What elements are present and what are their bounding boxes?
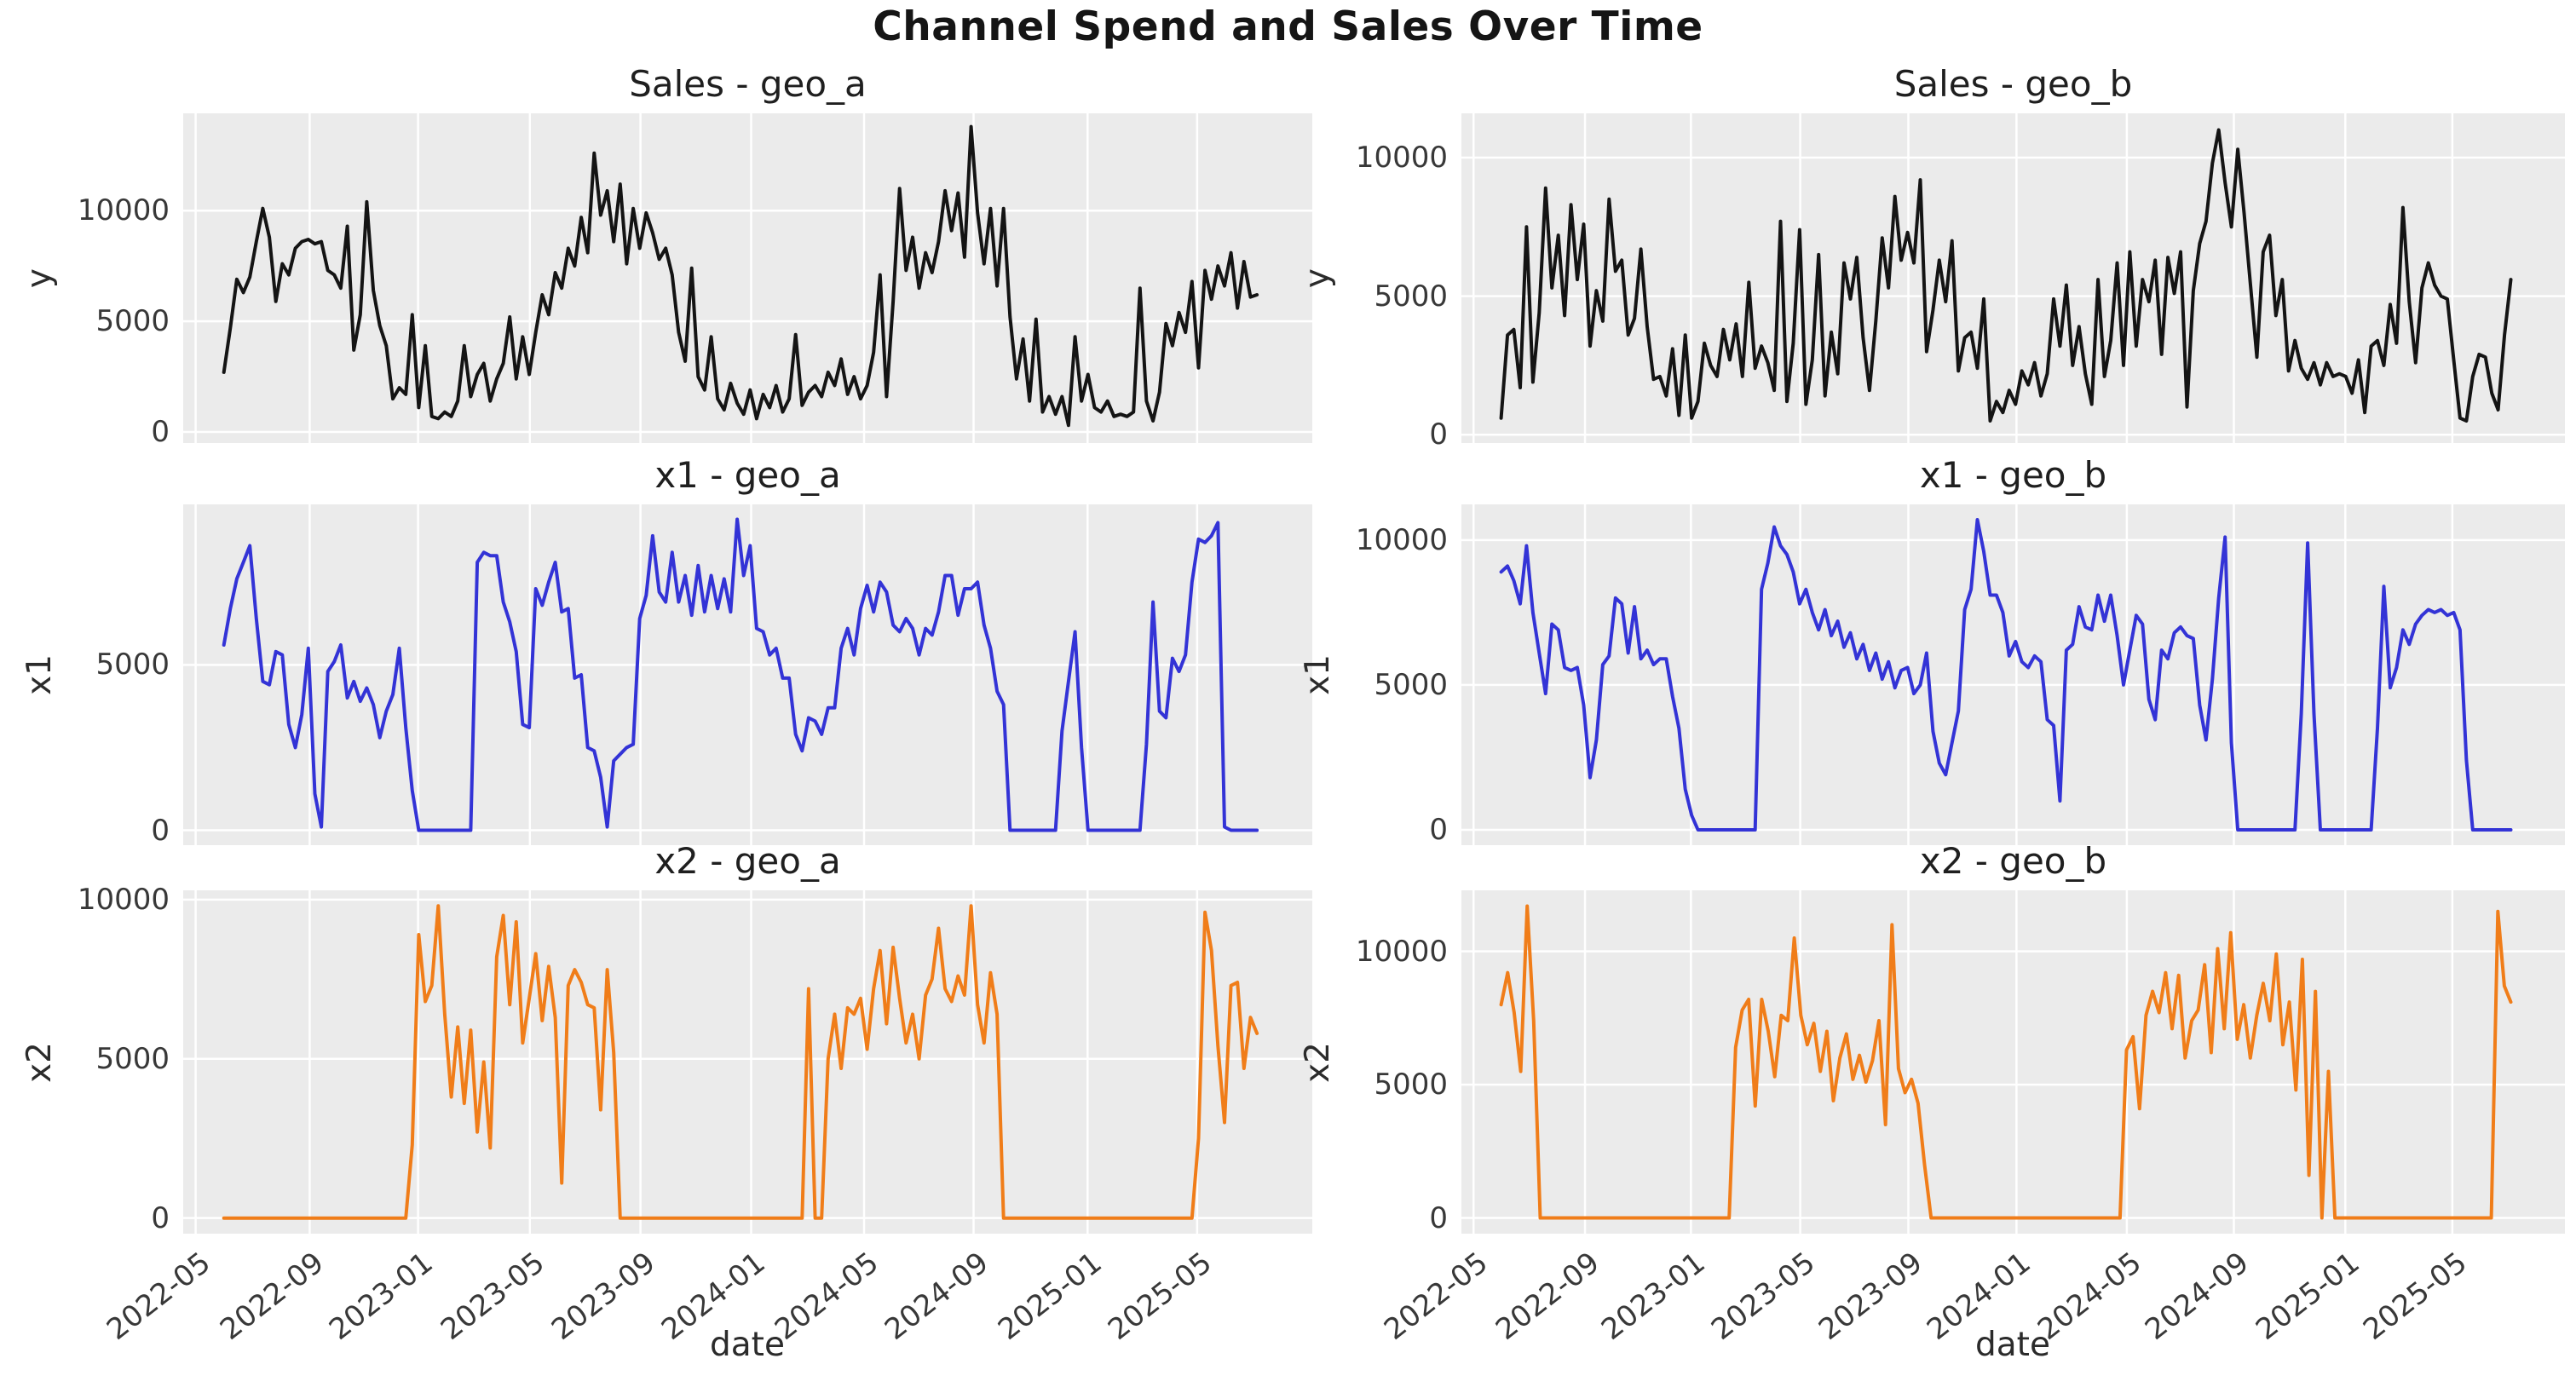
x-tick-label: 2024-05 [769,1246,885,1347]
y-axis-label: x1 [1298,654,1337,695]
panel-title-x2-geo-a: x2 - geo_a [654,840,841,882]
plot-area-sales-geo-b [1461,113,2565,443]
panel-x2-geo-b: x2 - geo_b x2 0 5000 10000 2022-05 2022-09 2… [1299,840,2565,1347]
y-tick-label: 10000 [1355,522,1448,557]
panel-x2-geo-a: x2 - geo_a x2 0 5000 10000 2022-05 2022-09 2… [20,840,1312,1347]
x-axis-label-right: date [1975,1326,2050,1364]
y-axis-label: x1 [20,654,59,695]
y-axis-label: y [20,268,59,289]
x-tick-label: 2022-09 [1490,1246,1606,1347]
x-tick-label: 2025-01 [2250,1246,2366,1347]
series-line-x1-geo-b [1499,518,2513,832]
plot-area-x1-geo-a [183,504,1312,845]
y-tick-label: 10000 [1355,934,1448,969]
y-axis-label: x2 [20,1041,59,1083]
x-tick-label: 2024-05 [2031,1246,2148,1347]
plot-area-x2-geo-b [1461,890,2565,1234]
x-tick-label: 2023-01 [322,1246,440,1347]
x-tick-label: 2024-09 [878,1246,995,1347]
panel-title-x1-geo-a: x1 - geo_a [654,454,841,496]
y-tick-label: 5000 [95,1041,170,1076]
x-tick-label: 2025-05 [1101,1246,1219,1347]
x-axis-label-left: date [710,1326,785,1364]
plot-area-x2-geo-a [183,890,1312,1234]
y-tick-label: 0 [151,415,170,449]
series-line-sales-geo-b [1499,128,2513,423]
panel-title-x2-geo-b: x2 - geo_b [1919,840,2107,882]
y-tick-label: 5000 [95,648,170,682]
x-tick-label: 2022-09 [214,1246,331,1347]
x-tick-label: 2024-09 [2138,1246,2256,1347]
series-line-x1-geo-a [222,517,1259,832]
y-tick-label: 5000 [1374,667,1448,702]
x-tick-label: 2023-05 [434,1246,551,1347]
y-tick-label: 10000 [77,882,170,917]
x-tick-label: 2025-01 [992,1246,1109,1347]
panel-title-sales-geo-b: Sales - geo_b [1893,63,2133,105]
y-tick-label: 10000 [77,193,170,228]
plot-area-x1-geo-b [1461,504,2565,845]
plot-area-sales-geo-a [183,113,1312,443]
panel-title-x1-geo-b: x1 - geo_b [1919,454,2107,496]
series-line-sales-geo-a [222,124,1259,428]
x-tick-label: 2023-01 [1595,1246,1712,1347]
panel-x1-geo-b: x1 - geo_b x1 0 5000 10000 [1299,454,2565,847]
y-tick-label: 10000 [1355,141,1448,176]
x-tick-label: 2024-01 [655,1246,773,1347]
x-tick-label: 2025-05 [2356,1246,2474,1347]
panel-x1-geo-a: x1 - geo_a x1 0 5000 [20,454,1312,848]
panel-sales-geo-b: Sales - geo_b y 0 5000 10000 [1299,63,2565,452]
y-tick-label: 0 [151,813,170,848]
figure-title: Channel Spend and Sales Over Time [873,3,1703,50]
panel-title-sales-geo-a: Sales - geo_a [629,63,867,105]
series-line-x2-geo-b [1499,904,2513,1220]
y-tick-label: 5000 [1374,1068,1448,1102]
y-tick-label: 0 [151,1200,170,1235]
x-tick-label: 2023-09 [1812,1246,1930,1347]
y-axis-label: x2 [1298,1041,1337,1083]
x-tick-label: 2022-05 [1378,1246,1495,1347]
x-tick-label: 2023-05 [1704,1246,1822,1347]
x-tick-label: 2022-05 [100,1246,217,1347]
panel-sales-geo-a: Sales - geo_a y 0 5000 10000 [20,63,1312,449]
y-tick-label: 0 [1429,417,1448,452]
series-line-x2-geo-a [222,904,1259,1220]
y-tick-label: 5000 [95,304,170,339]
y-tick-label: 5000 [1374,279,1448,314]
x-tick-label: 2023-09 [545,1246,662,1347]
y-tick-label: 0 [1429,812,1448,847]
y-axis-label: y [1298,268,1337,289]
x-tick-label: 2024-01 [1921,1246,2038,1347]
y-tick-label: 0 [1429,1200,1448,1235]
